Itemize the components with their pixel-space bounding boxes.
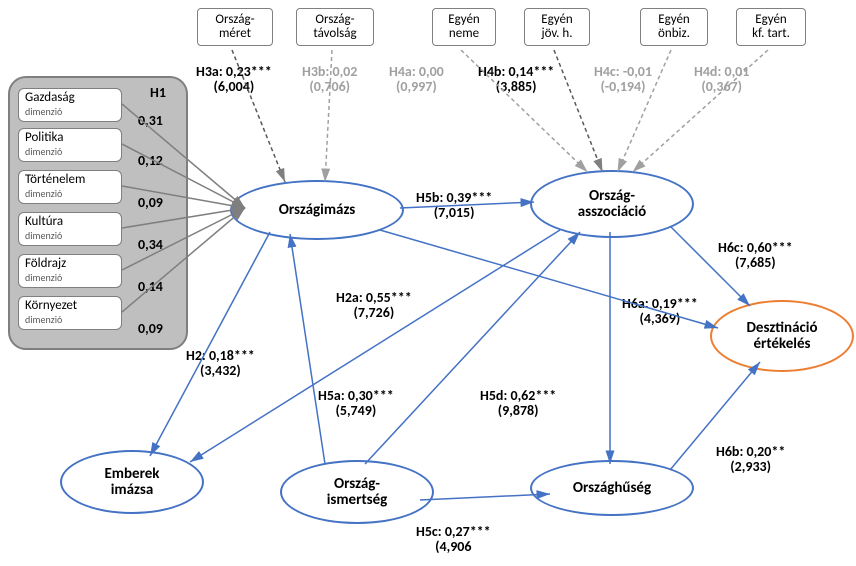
moderator-l1: Egyén <box>541 12 573 27</box>
moderator-tb4: Egyénönbiz. <box>640 8 708 46</box>
path-label-h4b: H4b: 0,14*** (3,885) <box>478 64 554 94</box>
dimension-sub: dimenzió <box>25 187 115 201</box>
path-label-h4a: H4a: 0,00 (0,997) <box>389 64 444 94</box>
moderator-tb5: Egyénkf. tart. <box>736 8 806 46</box>
moderator-l2: önbiz. <box>658 26 690 41</box>
dimension-name: Környezet <box>25 299 115 313</box>
node-desztinacio: Desztinációértékelés <box>710 300 854 372</box>
dimension-0: Gazdaságdimenzió <box>18 88 122 122</box>
path-label-h3b: H3b: 0,02 (0,706) <box>302 64 357 94</box>
h1-label: H1 <box>150 84 166 101</box>
moderator-tb1: Ország-távolság <box>296 8 374 46</box>
dimension-weight: 0,09 <box>138 194 163 211</box>
dimension-sub: dimenzió <box>25 229 115 243</box>
dimension-5: Környezetdimenzió <box>18 296 122 330</box>
edge-label-h2: H2: 0,18*** (3,432) <box>186 348 255 378</box>
dimension-1: Politikadimenzió <box>18 128 122 162</box>
path-label-h4d: H4d: 0,01 (0,367) <box>694 64 749 94</box>
moderator-l2: jöv. h. <box>541 26 572 41</box>
moderator-l1: Ország- <box>215 12 254 27</box>
dimension-sub: dimenzió <box>25 271 115 285</box>
edge-label-h5a: H5a: 0,30*** (5,749) <box>318 388 394 418</box>
edge-label-h5d: H5d: 0,62*** (9,878) <box>480 388 556 418</box>
node-label: Ország-asszociáció <box>578 188 646 220</box>
dimension-name: Földrajz <box>25 257 115 271</box>
node-asszociacio: Ország-asszociáció <box>530 170 694 238</box>
dimension-weight: 0,14 <box>138 278 163 295</box>
moderator-l2: távolság <box>313 26 356 41</box>
edge-label-h5b: H5b: 0,39*** (7,015) <box>416 190 492 220</box>
moderator-tb3: Egyénjöv. h. <box>524 8 590 46</box>
dimension-3: Kultúradimenzió <box>18 212 122 246</box>
node-orszagimazs: Országimázs <box>230 180 404 240</box>
moderator-l2: méret <box>219 26 251 41</box>
node-label: Emberekimázsa <box>104 466 159 498</box>
edge-label-h5c: H5c: 0,27*** (4,906 <box>416 524 491 554</box>
edge-label-h6c: H6c: 0,60*** (7,685) <box>718 240 793 270</box>
dimension-4: Földrajzdimenzió <box>18 254 122 288</box>
path-label-h4c: H4c: -0,01 (-0,194) <box>594 64 652 94</box>
edge-label-h2a: H2a: 0,55*** (7,726) <box>336 290 412 320</box>
node-label: Desztinációértékelés <box>746 320 817 352</box>
moderator-l1: Egyén <box>658 12 690 27</box>
moderator-l2: neme <box>449 26 479 41</box>
moderator-l2: kf. tart. <box>752 26 790 41</box>
node-label: Országimázs <box>279 202 356 218</box>
moderator-tb0: Ország-méret <box>197 8 273 46</box>
dimension-sub: dimenzió <box>25 105 115 119</box>
node-ismertseg: Ország-ismertség <box>280 460 434 524</box>
node-huseg: Országhűség <box>530 460 694 516</box>
node-label: Országhűség <box>573 480 651 496</box>
dimension-name: Kultúra <box>25 215 115 229</box>
edge-label-h6b: H6b: 0,20** (2,933) <box>716 444 785 474</box>
edge-label-h6a: H6a: 0,19*** (4,369) <box>622 296 698 326</box>
dimension-name: Gazdaság <box>25 91 115 105</box>
dimension-weight: 0,12 <box>138 152 163 169</box>
moderator-l1: Egyén <box>755 12 787 27</box>
dimension-name: Politika <box>25 131 115 145</box>
moderator-l1: Egyén <box>448 12 480 27</box>
moderator-l1: Ország- <box>315 12 354 27</box>
dimension-2: Történelemdimenzió <box>18 170 122 204</box>
node-label: Ország-ismertség <box>327 476 388 508</box>
moderator-tb2: Egyénneme <box>432 8 496 46</box>
node-emberek: Emberekimázsa <box>60 450 204 514</box>
path-label-h3a: H3a: 0,23*** (6,004) <box>196 64 272 94</box>
dimension-weight: 0,31 <box>138 112 163 129</box>
dimension-weight: 0,34 <box>138 236 163 253</box>
dimension-sub: dimenzió <box>25 313 115 327</box>
dimension-name: Történelem <box>25 173 115 187</box>
dimension-sub: dimenzió <box>25 145 115 159</box>
dimension-weight: 0,09 <box>138 320 163 337</box>
